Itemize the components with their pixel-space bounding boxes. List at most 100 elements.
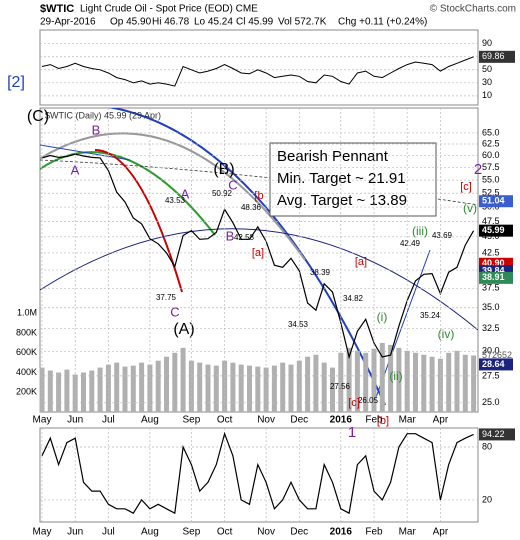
volume-bar [454,350,460,412]
rsi-value-label: 69.86 [482,51,505,61]
note-box [269,142,437,217]
cycle-arc [40,132,306,261]
note-line: Min. Target ~ 21.91 [277,170,406,187]
wave-label: 50.92 [212,189,233,198]
volume-bar [122,366,128,412]
volume-tick-label: 400K [16,367,37,377]
x-tick-label: Jun [67,415,83,426]
x-tick-label: Nov [257,527,275,538]
oscillator-value-label: 94.22 [482,429,505,439]
wave-label: 35.24 [420,311,441,320]
volume-bar [238,364,244,412]
rsi-panel [39,29,479,106]
volume-bar [230,362,236,412]
x-tick-label: Sep [183,527,201,538]
y-tick-label: 20 [482,494,492,504]
volume-tick-label: 800K [16,327,37,337]
title: Light Crude Oil - Spot Price (EOD) CME [80,4,258,15]
wave-label: [b [254,190,263,202]
volume-bar [363,352,369,412]
price-label: 38.91 [482,272,505,282]
wave-label: 1 [348,424,356,441]
volume-bar [255,366,261,412]
wave-label: [2] [7,74,25,91]
wave-label: (i) [377,310,388,324]
price-tag [479,224,513,237]
x-tick-label: Jun [67,527,83,538]
wave-label: [a] [355,256,367,268]
price-tag [479,358,513,371]
volume-bar [462,354,468,412]
volume-bar [47,370,53,412]
wave-label: 27.56 [330,382,351,391]
volume-bar [305,356,311,412]
wave-label: [c] [460,181,472,193]
volume-bar [396,347,402,412]
wave-label: 26.05 [358,396,379,405]
volume-tick-label: 600K [16,347,37,357]
volume-bar [296,360,302,412]
x-tick-label: 2016 [330,527,353,538]
y-tick-label: 27.5 [482,370,500,380]
x-tick-label: Mar [399,527,417,538]
wave-label: B [226,228,235,243]
note-line: Bearish Pennant [277,148,389,165]
y-tick-label: 10 [482,90,492,100]
volume-bar [330,367,335,412]
wave-label: 2 [474,161,482,178]
wave-label: (v) [463,201,477,215]
price-label: 45.99 [482,225,505,235]
volume-bar [172,352,178,412]
x-tick-label: Oct [217,527,233,538]
x-tick-label: Mar [399,415,417,426]
wave-label: A [181,186,190,201]
wave-label: [a] [252,247,264,259]
volume-bar [429,356,435,412]
volume-bar [197,362,203,412]
oscillator-line [41,431,474,515]
wave-label: 42.58 [234,233,255,242]
y-tick-label: 80 [482,441,492,451]
volume-bar [222,360,228,412]
y-tick-label: 50 [482,64,492,74]
volume-bar [247,365,252,412]
y-tick-label: 47.5 [482,216,500,226]
x-tick-label: Dec [290,415,308,426]
volume-bar [97,367,103,412]
volume-bar [188,360,194,412]
wave-label: 48.36 [241,203,262,212]
y-tick-label: 30 [482,77,492,87]
y-tick-label: 90 [482,38,492,48]
y-tick-label: 30.0 [482,346,500,356]
wave-label: 42.49 [400,239,421,248]
volume-bar [388,344,394,412]
x-tick-label: Jul [102,415,115,426]
volume-bar [155,360,161,412]
price-tag [479,271,513,284]
quote-field: Chg +0.11 (+0.24%) [338,17,427,28]
quote-field: Cl 45.99 [236,17,274,28]
quote-field: Lo 45.24 [194,17,233,28]
x-tick-label: Apr [433,527,449,538]
value-tag [479,50,515,63]
y-tick-label: 32.5 [482,323,500,333]
volume-bar [338,352,344,412]
wave-label: 43.69 [432,231,453,240]
y-tick-label: 57.5 [482,162,500,172]
wave-label: (A) [173,321,194,338]
volume-bar [321,362,327,412]
volume-bar [354,350,360,412]
symbol: $WTIC [40,3,74,15]
legend: $WTIC (Daily) 45.99 (29 Apr) [45,110,161,120]
date: 29-Apr-2016 [40,17,96,28]
price-tag [479,195,513,208]
volume-bar [413,352,418,412]
volume-bar [421,354,427,412]
volume-tick-label: 200K [16,387,37,397]
volume-bar [180,347,186,412]
volume-bar [271,365,277,412]
wave-label: (iii) [412,224,428,238]
y-tick-label: 42.5 [482,247,500,257]
wave-label: (C) [27,108,49,125]
